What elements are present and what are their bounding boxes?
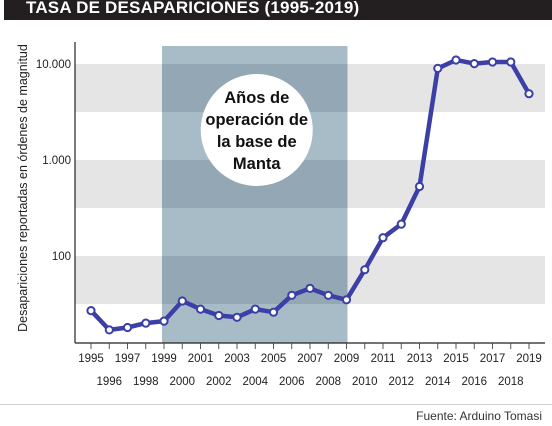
annotation-text-line: operación de: [205, 111, 308, 129]
annotation-circle: [200, 74, 313, 186]
y-tick-label: 1.000: [42, 155, 71, 167]
x-tick-label: 2011: [371, 353, 396, 365]
data-point: [195, 304, 206, 314]
y-tick-label: 100: [52, 251, 71, 263]
data-point: [305, 283, 315, 293]
x-tick-label: 2006: [279, 376, 305, 388]
data-point: [104, 325, 114, 335]
highlight-region-band: [162, 256, 348, 304]
x-tick-label: 2008: [315, 376, 341, 388]
x-tick-label: 2018: [498, 376, 524, 388]
x-tick-label: 2005: [261, 353, 287, 365]
x-tick-label: 2017: [480, 353, 506, 365]
data-point: [506, 57, 516, 67]
x-tick-label: 1998: [133, 376, 159, 388]
data-point: [86, 306, 96, 316]
x-tick-label: 2016: [461, 376, 487, 388]
annotation-text-line: Manta: [233, 155, 281, 173]
annotation: Años de operación de la base de Manta: [200, 74, 313, 186]
data-point: [433, 63, 443, 74]
footer-divider: [0, 404, 552, 405]
chart: Desapariciones reportadas en órdenes de …: [16, 42, 545, 388]
series-line-group: [86, 55, 534, 335]
y-tick-label: 10.000: [36, 59, 71, 71]
x-tick-label: 1997: [115, 353, 141, 365]
data-point: [250, 304, 260, 314]
data-point: [360, 265, 370, 275]
x-tick-label: 2014: [425, 376, 451, 388]
data-point: [287, 290, 297, 300]
source-note: Fuente: Arduino Tomasi: [416, 409, 542, 423]
x-tick-labels: 1995 1997 1999 2001 2003 2005 2007 2009 2011 2013…: [78, 353, 542, 388]
x-tick-label: 2000: [169, 376, 195, 388]
x-tick-label: 1995: [78, 353, 104, 365]
y-axis-label: Desapariciones reportadas en órdenes de …: [16, 44, 30, 332]
data-point: [323, 290, 333, 300]
annotation-text-line: Años de: [224, 89, 289, 107]
data-point: [378, 233, 388, 243]
data-point: [214, 310, 224, 321]
annotation-text-line: la base de: [217, 133, 297, 151]
x-tick-label: 2002: [206, 376, 232, 388]
data-point: [487, 57, 498, 67]
data-point: [159, 316, 169, 326]
data-point: [232, 312, 242, 322]
x-tick-label: 2019: [516, 353, 542, 365]
x-tick-label: 2010: [352, 376, 378, 388]
x-tick-label: 2012: [388, 376, 414, 388]
x-tick-label: 2015: [443, 353, 469, 365]
x-tick-label: 2009: [334, 353, 360, 365]
data-point: [524, 89, 534, 99]
data-point: [122, 322, 133, 333]
axes: [74, 42, 545, 349]
chart-title: TASA DE DESAPARICIONES (1995-2019): [4, 0, 552, 20]
data-point: [451, 55, 461, 65]
y-tick-labels: 100 1.000 10.000: [36, 59, 71, 263]
x-tick-label: 2001: [188, 353, 214, 365]
data-point: [177, 296, 187, 306]
data-point: [341, 295, 352, 305]
data-point: [396, 219, 406, 229]
x-tick-label: 2007: [297, 353, 323, 365]
x-tick-label: 2004: [242, 376, 268, 388]
data-point: [268, 307, 279, 317]
x-tick-label: 2003: [224, 353, 250, 365]
x-tick-label: 2013: [407, 353, 433, 365]
x-tick-label: 1996: [96, 376, 122, 388]
data-point: [414, 181, 425, 192]
data-point: [141, 318, 151, 328]
x-tick-label: 1999: [151, 353, 177, 365]
data-point: [469, 59, 479, 69]
